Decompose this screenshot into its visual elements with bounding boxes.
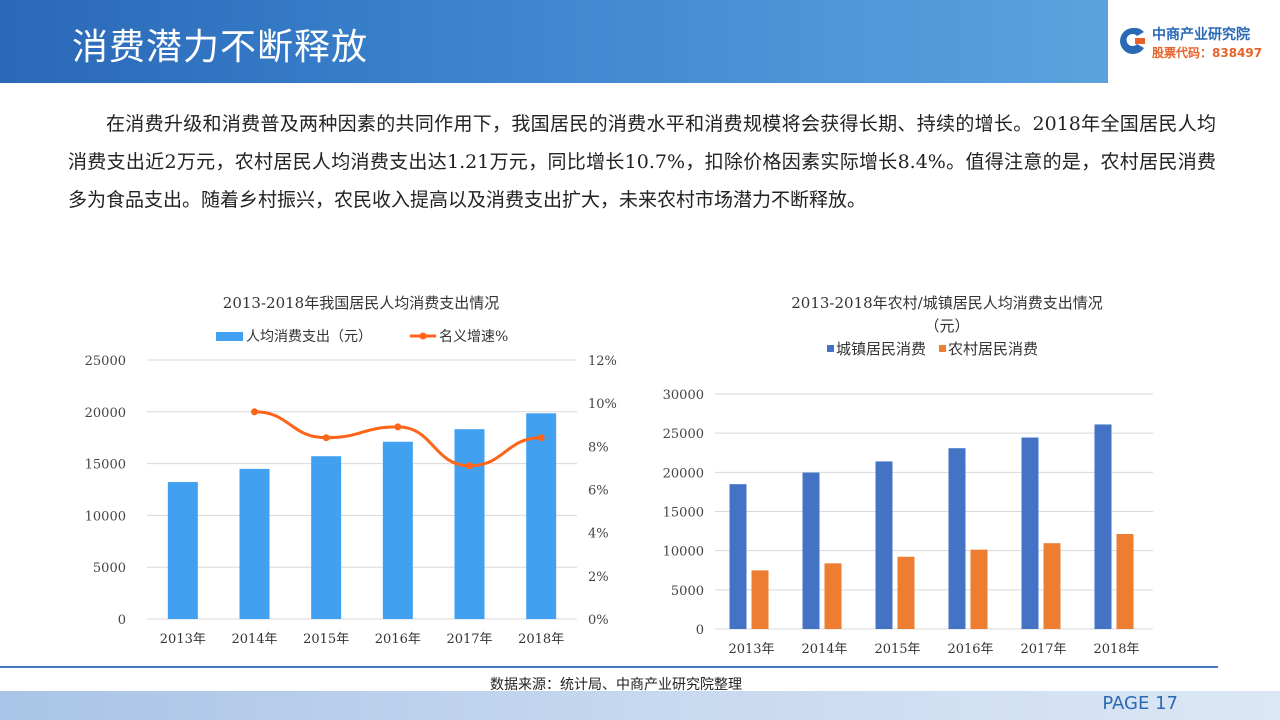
x-tick-label: 2016年 (375, 632, 421, 647)
legend-label-urban: 城镇居民消费 (836, 340, 926, 358)
y-tick-label: 10000 (85, 509, 126, 524)
y2-tick-label: 2% (588, 570, 609, 585)
bar-rural-2013年 (751, 570, 769, 629)
chart-subtitle: （元） (924, 317, 969, 335)
y-tick-label: 25000 (663, 427, 704, 442)
x-tick-label: 2014年 (231, 632, 277, 647)
footer-band (0, 691, 1280, 720)
page-title: 消费潜力不断释放 (72, 27, 369, 68)
y-tick-label: 0 (118, 613, 126, 628)
y2-tick-label: 10% (588, 397, 617, 412)
x-tick-label: 2017年 (1020, 642, 1066, 657)
legend-label-rural: 农村居民消费 (948, 340, 1038, 358)
logo-name: 中商产业研究院 (1152, 27, 1250, 43)
x-tick-label: 2013年 (160, 632, 206, 647)
y2-tick-label: 8% (588, 440, 609, 455)
legend-marker (419, 332, 427, 340)
bar-rural-2017年 (1043, 543, 1061, 629)
footer-divider (0, 666, 1218, 668)
bar-urban-2013年 (729, 484, 747, 629)
x-tick-label: 2018年 (518, 632, 564, 647)
growth-point-2014年 (251, 408, 258, 416)
bar-urban-2015年 (875, 461, 893, 629)
header-banner: 消费潜力不断释放 (0, 0, 1108, 83)
legend-swatch-urban (827, 345, 834, 352)
bar-rural-2014年 (824, 563, 842, 629)
bar-2014年 (239, 468, 270, 619)
y-tick-label: 20000 (85, 406, 126, 421)
bar-2015年 (311, 456, 342, 619)
x-tick-label: 2015年 (874, 642, 920, 657)
bar-2016年 (382, 441, 413, 619)
chart-national-consumption: 2013-2018年我国居民人均消费支出情况 人均消费支出（元） 名义增速% 0… (85, 294, 617, 647)
chart-title: 2013-2018年农村/城镇居民人均消费支出情况 (791, 294, 1102, 312)
bar-2018年 (526, 413, 557, 619)
bar-urban-2014年 (802, 472, 820, 629)
y-tick-label: 5000 (671, 584, 704, 599)
legend-swatch-bar (216, 332, 243, 341)
y2-tick-label: 6% (588, 484, 609, 499)
intro-paragraph: 在消费升级和消费普及两种因素的共同作用下，我国居民的消费水平和消费规模将会获得长… (68, 113, 1216, 211)
stock-code: 股票代码：838497 (1152, 46, 1263, 60)
x-tick-label: 2017年 (446, 632, 492, 647)
bar-urban-2018年 (1094, 424, 1112, 629)
bar-2013年 (167, 482, 198, 619)
logo-icon (1120, 27, 1145, 54)
x-tick-label: 2015年 (303, 632, 349, 647)
bar-urban-2017年 (1021, 437, 1039, 629)
bar-rural-2018年 (1116, 534, 1134, 629)
bar-2017年 (454, 429, 485, 619)
legend-label-bar: 人均消费支出（元） (246, 329, 372, 345)
bar-rural-2016年 (970, 549, 988, 629)
y-tick-label: 30000 (663, 388, 704, 403)
bar-rural-2015年 (897, 556, 915, 629)
company-logo: 中商产业研究院 股票代码：838497 (1108, 0, 1280, 83)
growth-point-2015年 (322, 434, 330, 442)
x-tick-label: 2013年 (728, 642, 774, 657)
y2-tick-label: 0% (588, 613, 609, 628)
data-source: 数据来源：统计局、中商产业研究院整理 (490, 677, 742, 693)
bar-urban-2016年 (948, 448, 966, 629)
x-tick-label: 2014年 (801, 642, 847, 657)
y-tick-label: 20000 (663, 466, 704, 481)
y-tick-label: 10000 (663, 545, 704, 560)
y-tick-label: 15000 (663, 506, 704, 521)
x-tick-label: 2018年 (1093, 642, 1139, 657)
legend-swatch-rural (939, 345, 946, 352)
y-tick-label: 25000 (85, 354, 126, 369)
growth-point-2016年 (394, 423, 402, 431)
y2-tick-label: 12% (588, 354, 617, 369)
y-tick-label: 0 (696, 623, 704, 638)
x-tick-label: 2016年 (947, 642, 993, 657)
y-tick-label: 5000 (93, 561, 126, 576)
legend-label-line: 名义增速% (439, 329, 508, 345)
growth-point-2017年 (466, 462, 473, 470)
chart-urban-rural-consumption: 2013-2018年农村/城镇居民人均消费支出情况 （元） 城镇居民消费 农村居… (663, 294, 1153, 657)
y2-tick-label: 4% (588, 527, 609, 542)
y-tick-label: 15000 (85, 458, 126, 473)
page-number: PAGE 17 (1102, 693, 1178, 714)
growth-point-2018年 (537, 434, 545, 442)
chart-title: 2013-2018年我国居民人均消费支出情况 (223, 294, 499, 312)
